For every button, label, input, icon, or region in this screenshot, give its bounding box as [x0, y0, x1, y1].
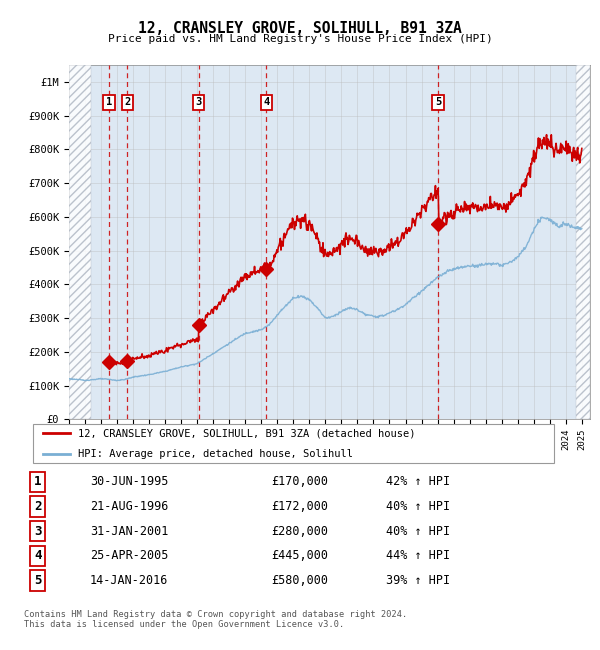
- Text: £172,000: £172,000: [271, 500, 328, 513]
- Text: 39% ↑ HPI: 39% ↑ HPI: [386, 574, 451, 587]
- Text: 25-APR-2005: 25-APR-2005: [90, 549, 168, 562]
- Text: 40% ↑ HPI: 40% ↑ HPI: [386, 525, 451, 538]
- Text: 5: 5: [435, 97, 442, 107]
- Text: 12, CRANSLEY GROVE, SOLIHULL, B91 3ZA: 12, CRANSLEY GROVE, SOLIHULL, B91 3ZA: [138, 21, 462, 36]
- Text: 40% ↑ HPI: 40% ↑ HPI: [386, 500, 451, 513]
- Text: 2: 2: [124, 97, 131, 107]
- Text: £170,000: £170,000: [271, 475, 328, 488]
- Text: 42% ↑ HPI: 42% ↑ HPI: [386, 475, 451, 488]
- Text: 30-JUN-1995: 30-JUN-1995: [90, 475, 168, 488]
- Text: 44% ↑ HPI: 44% ↑ HPI: [386, 549, 451, 562]
- Text: £445,000: £445,000: [271, 549, 328, 562]
- Text: 1: 1: [34, 475, 41, 488]
- Text: 2: 2: [34, 500, 41, 513]
- Text: 3: 3: [34, 525, 41, 538]
- Text: £280,000: £280,000: [271, 525, 328, 538]
- Text: 3: 3: [196, 97, 202, 107]
- Text: 21-AUG-1996: 21-AUG-1996: [90, 500, 168, 513]
- Text: 4: 4: [263, 97, 269, 107]
- Text: Price paid vs. HM Land Registry's House Price Index (HPI): Price paid vs. HM Land Registry's House …: [107, 34, 493, 44]
- Text: 14-JAN-2016: 14-JAN-2016: [90, 574, 168, 587]
- FancyBboxPatch shape: [32, 424, 554, 463]
- Text: 12, CRANSLEY GROVE, SOLIHULL, B91 3ZA (detached house): 12, CRANSLEY GROVE, SOLIHULL, B91 3ZA (d…: [77, 428, 415, 438]
- Text: £580,000: £580,000: [271, 574, 328, 587]
- Text: 4: 4: [34, 549, 41, 562]
- Text: Contains HM Land Registry data © Crown copyright and database right 2024.
This d: Contains HM Land Registry data © Crown c…: [24, 610, 407, 629]
- Text: 5: 5: [34, 574, 41, 587]
- Text: 1: 1: [106, 97, 112, 107]
- Text: HPI: Average price, detached house, Solihull: HPI: Average price, detached house, Soli…: [77, 449, 353, 459]
- Text: 31-JAN-2001: 31-JAN-2001: [90, 525, 168, 538]
